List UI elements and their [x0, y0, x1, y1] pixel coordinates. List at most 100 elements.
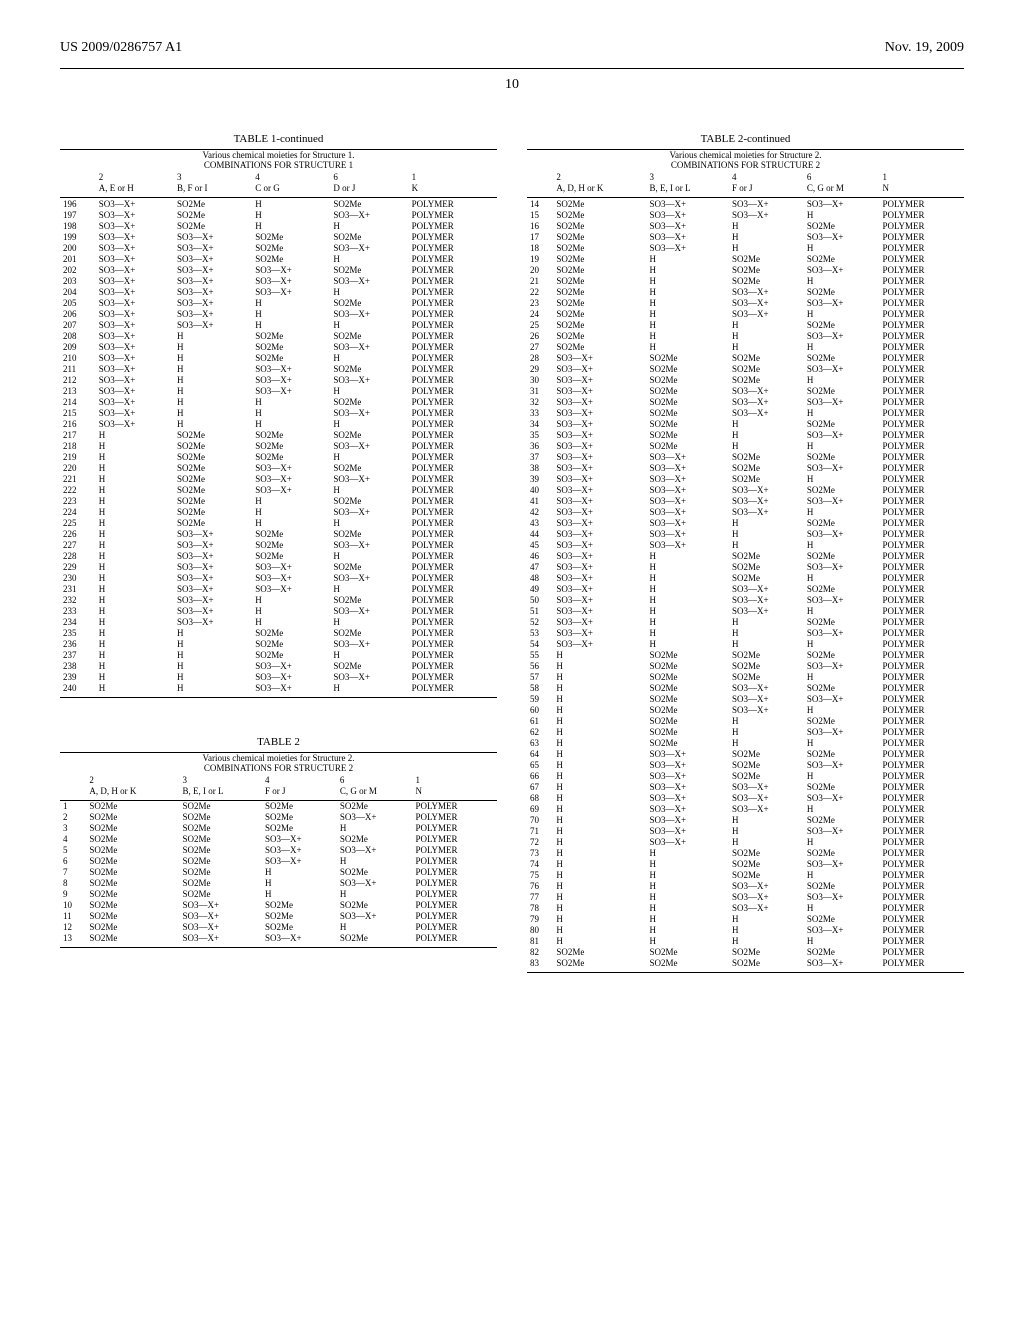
- table-cell: SO3—X+: [646, 506, 729, 517]
- table-cell: POLYMER: [412, 911, 497, 922]
- table-cell: H: [729, 715, 804, 726]
- table-cell: H: [174, 396, 252, 407]
- table-cell: SO2Me: [804, 781, 880, 792]
- table-cell: POLYMER: [409, 561, 497, 572]
- table-cell: H: [804, 902, 880, 913]
- table-cell: SO3—X+: [252, 583, 330, 594]
- table-row: 229HSO3—X+SO3—X+SO2MePOLYMER: [60, 561, 497, 572]
- table-cell: SO2Me: [252, 429, 330, 440]
- table-cell: SO3—X+: [804, 330, 880, 341]
- table-cell: H: [646, 341, 729, 352]
- table-cell: POLYMER: [412, 812, 497, 823]
- table-cell: 32: [527, 396, 553, 407]
- table-cell: POLYMER: [879, 660, 964, 671]
- table-cell: SO3—X+: [553, 429, 646, 440]
- table-cell: H: [646, 286, 729, 297]
- table-cell: SO3—X+: [179, 933, 262, 948]
- table-cell: H: [252, 407, 330, 418]
- table-cell: SO3—X+: [252, 484, 330, 495]
- table-row: 78HHSO3—X+HPOLYMER: [527, 902, 964, 913]
- table-cell: 39: [527, 473, 553, 484]
- table-cell: SO2Me: [646, 693, 729, 704]
- table-cell: H: [729, 616, 804, 627]
- table-cell: SO2Me: [330, 264, 408, 275]
- table-cell: SO3—X+: [553, 517, 646, 528]
- table-cell: SO2Me: [252, 528, 330, 539]
- two-column-layout: TABLE 1-continued Various chemical moiet…: [60, 123, 964, 973]
- table-cell: 68: [527, 792, 553, 803]
- table-cell: SO2Me: [646, 726, 729, 737]
- table-cell: H: [96, 495, 174, 506]
- table-cell: SO2Me: [729, 770, 804, 781]
- table-cell: SO2Me: [330, 528, 408, 539]
- table-cell: SO2Me: [330, 231, 408, 242]
- table-cell: SO3—X+: [96, 396, 174, 407]
- table-row: 24SO2MeHSO3—X+HPOLYMER: [527, 308, 964, 319]
- table-cell: H: [729, 517, 804, 528]
- header-rule: [60, 68, 964, 69]
- table-cell: SO2Me: [330, 660, 408, 671]
- table-cell: 208: [60, 330, 96, 341]
- table-cell: H: [96, 539, 174, 550]
- table-cell: SO3—X+: [553, 572, 646, 583]
- table-row: 228HSO3—X+SO2MeHPOLYMER: [60, 550, 497, 561]
- table-cell: H: [330, 319, 408, 330]
- table-cell: H: [96, 528, 174, 539]
- table-cell: H: [729, 726, 804, 737]
- table-cell: SO3—X+: [553, 396, 646, 407]
- table-cell: 74: [527, 858, 553, 869]
- table-row: 77HHSO3—X+SO3—X+POLYMER: [527, 891, 964, 902]
- table-row: 14SO2MeSO3—X+SO3—X+SO3—X+POLYMER: [527, 198, 964, 210]
- table-cell: H: [729, 627, 804, 638]
- table-cell: POLYMER: [879, 605, 964, 616]
- table-cell: SO3—X+: [646, 836, 729, 847]
- table-cell: H: [96, 627, 174, 638]
- table-row: 49SO3—X+HSO3—X+SO2MePOLYMER: [527, 583, 964, 594]
- table-cell: POLYMER: [409, 220, 497, 231]
- table-cell: SO3—X+: [330, 209, 408, 220]
- table-row: 39SO3—X+SO3—X+SO2MeHPOLYMER: [527, 473, 964, 484]
- table-cell: SO3—X+: [646, 451, 729, 462]
- table-row: 55HSO2MeSO2MeSO2MePOLYMER: [527, 649, 964, 660]
- table-cell: H: [646, 583, 729, 594]
- table-cell: SO2Me: [86, 834, 179, 845]
- table-cell: POLYMER: [409, 649, 497, 660]
- table-cell: SO3—X+: [252, 572, 330, 583]
- table-cell: 48: [527, 572, 553, 583]
- table-cell: H: [804, 935, 880, 946]
- table-row: 8SO2MeSO2MeHSO3—X+POLYMER: [60, 878, 497, 889]
- table-cell: H: [96, 638, 174, 649]
- table-cell: POLYMER: [879, 957, 964, 972]
- table-cell: SO3—X+: [646, 814, 729, 825]
- table-cell: POLYMER: [879, 814, 964, 825]
- table-cell: H: [804, 341, 880, 352]
- table-cell: POLYMER: [879, 330, 964, 341]
- table-cell: SO3—X+: [252, 473, 330, 484]
- table-cell: SO3—X+: [729, 792, 804, 803]
- table-cell: 229: [60, 561, 96, 572]
- table-cell: SO2Me: [729, 847, 804, 858]
- table-cell: H: [729, 836, 804, 847]
- table-cell: SO3—X+: [252, 385, 330, 396]
- table-cell: 53: [527, 627, 553, 638]
- table-cell: SO3—X+: [804, 495, 880, 506]
- table-row: 36SO3—X+SO2MeHHPOLYMER: [527, 440, 964, 451]
- table-cell: SO2Me: [729, 462, 804, 473]
- table-cell: SO2Me: [804, 715, 880, 726]
- table-cell: SO2Me: [729, 253, 804, 264]
- table-cell: POLYMER: [879, 517, 964, 528]
- table-cell: H: [96, 594, 174, 605]
- table-cell: 27: [527, 341, 553, 352]
- table-cell: SO3—X+: [174, 308, 252, 319]
- table-cell: SO3—X+: [330, 440, 408, 451]
- table-cell: H: [252, 605, 330, 616]
- table-cell: H: [96, 682, 174, 697]
- table-cell: H: [330, 253, 408, 264]
- table-cell: SO2Me: [646, 715, 729, 726]
- table-row: 35SO3—X+SO2MeHSO3—X+POLYMER: [527, 429, 964, 440]
- table-cell: SO2Me: [804, 550, 880, 561]
- table-cell: 4: [60, 834, 86, 845]
- table-cell: H: [553, 847, 646, 858]
- table-cell: H: [646, 869, 729, 880]
- table-cell: 239: [60, 671, 96, 682]
